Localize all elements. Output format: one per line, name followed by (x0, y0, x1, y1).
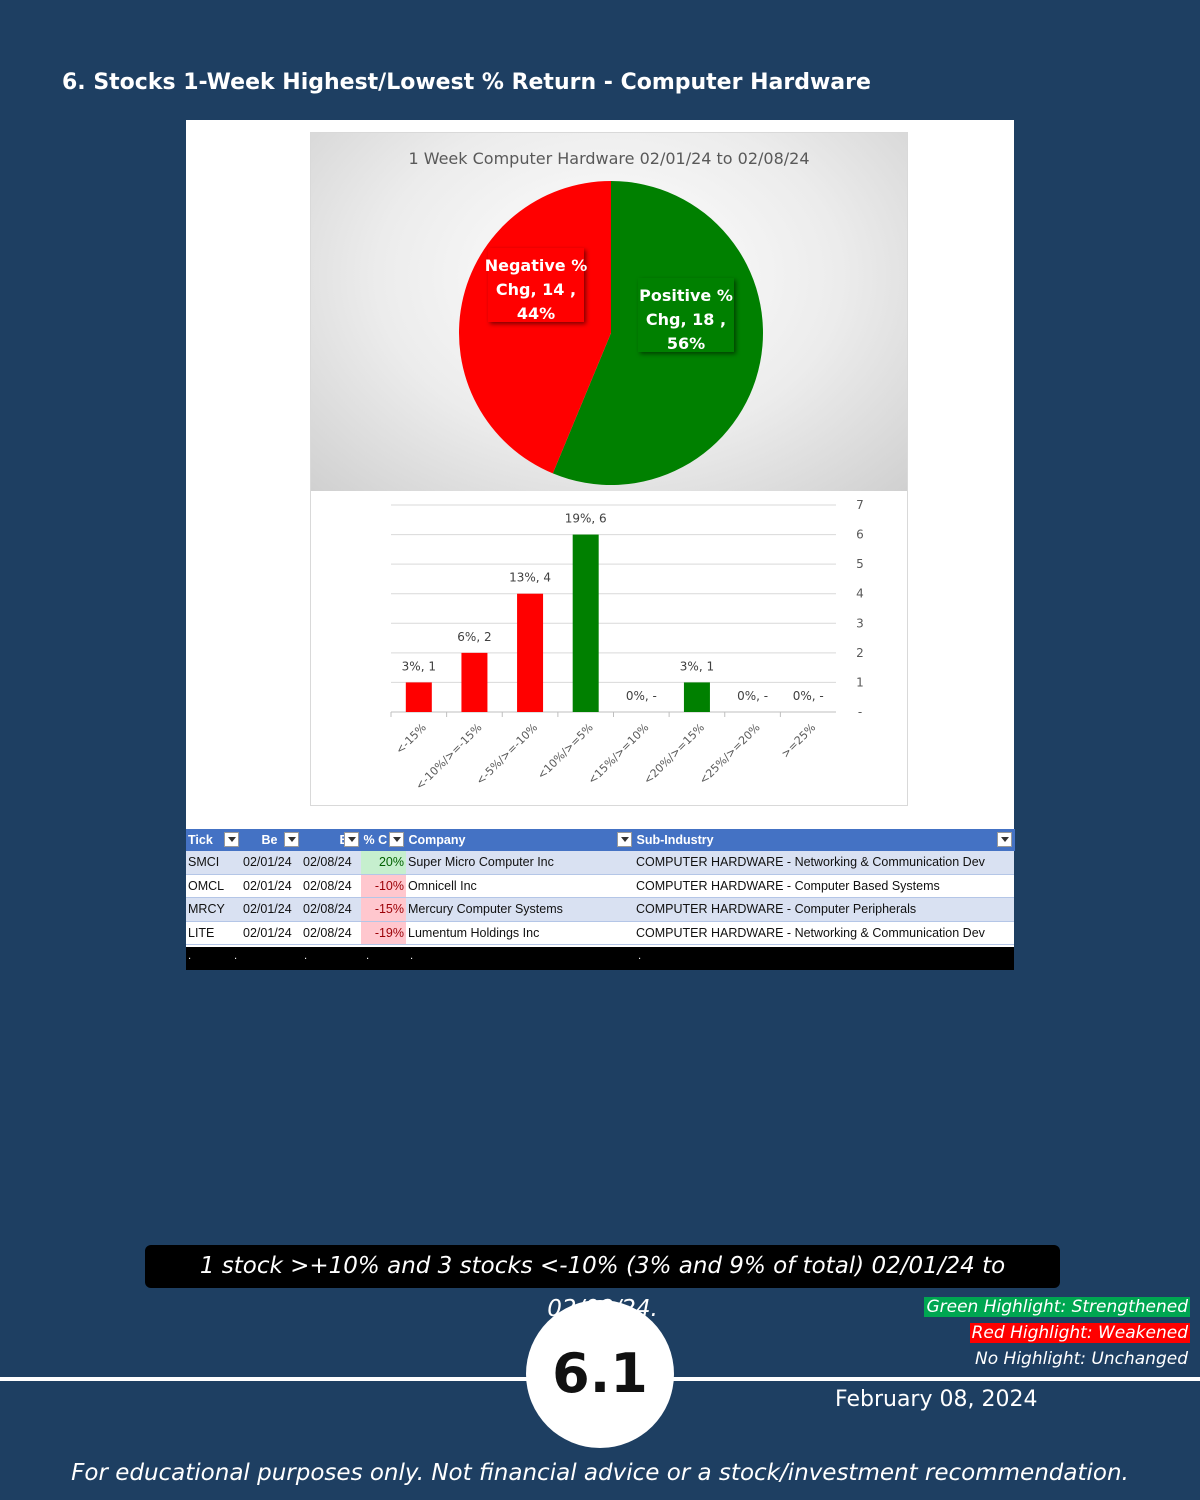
filter-dropdown-icon[interactable] (343, 832, 359, 847)
stocks-table: Tick Be E % C Company Sub-Industry SMCI … (186, 829, 1015, 945)
pie-label-box (488, 248, 584, 322)
cell-company: Lumentum Holdings Inc (406, 921, 634, 945)
bar-data-label: 3%, 1 (402, 659, 436, 673)
chart-frame: 1 Week Computer Hardware 02/01/24 to 02/… (310, 132, 908, 806)
cell-company: Super Micro Computer Inc (406, 851, 634, 875)
pie-data-label: 44% (517, 304, 555, 323)
cell-sub-industry: COMPUTER HARDWARE - Computer Peripherals (634, 897, 1014, 922)
y-tick-label: - (858, 705, 862, 719)
filter-dropdown-icon[interactable] (388, 832, 404, 847)
bar-data-label: 0%, - (737, 689, 768, 703)
bar (517, 593, 544, 712)
pie-data-label: 56% (667, 334, 705, 353)
table-footer-bar: . . . . . . (186, 947, 1014, 970)
cell-ticker: SMCI (186, 851, 241, 875)
footer-dot: . (234, 951, 238, 962)
filter-dropdown-icon[interactable] (283, 832, 299, 847)
header-end: E (301, 829, 362, 851)
footer-dot: . (304, 951, 308, 962)
x-tick-label: <25%/>=20% (697, 721, 763, 787)
header-company: Company (406, 829, 635, 851)
cell-begin: 02/01/24 (241, 851, 301, 875)
y-tick-label: 5 (856, 557, 864, 571)
bar (405, 682, 432, 712)
cell-pct: -19% (361, 921, 406, 945)
cell-sub-industry: COMPUTER HARDWARE - Networking & Communi… (634, 851, 1014, 875)
cell-end: 02/08/24 (301, 851, 361, 875)
bar-data-label: 6%, 2 (457, 630, 491, 644)
x-tick-label: <10%/>=5% (535, 721, 596, 782)
bar-data-label: 13%, 4 (509, 571, 551, 585)
bar-data-label: 0%, - (793, 689, 824, 703)
table-row: SMCI 02/01/24 02/08/24 20% Super Micro C… (186, 851, 1014, 875)
footer-dot: . (366, 951, 370, 962)
filter-dropdown-icon[interactable] (616, 832, 632, 847)
report-date: February 08, 2024 (835, 1387, 1038, 1412)
header-ticker: Tick (186, 829, 242, 851)
cell-begin: 02/01/24 (241, 921, 301, 945)
y-tick-label: 1 (856, 675, 864, 689)
x-tick-label: <-15% (393, 721, 429, 757)
filter-dropdown-icon[interactable] (996, 832, 1012, 847)
page-title: 6. Stocks 1-Week Highest/Lowest % Return… (62, 70, 871, 95)
cell-sub-industry: COMPUTER HARDWARE - Networking & Communi… (634, 921, 1014, 945)
content-panel: 1 Week Computer Hardware 02/01/24 to 02/… (186, 120, 1015, 970)
legend-green-highlight: Green Highlight: Strengthened (924, 1297, 1190, 1317)
cell-end: 02/08/24 (301, 921, 361, 945)
header-pct: % C (361, 829, 407, 851)
bar (461, 652, 488, 712)
page-number-badge: 6.1 (526, 1300, 674, 1448)
legend-no-highlight: No Highlight: Unchanged (975, 1349, 1188, 1369)
bar-data-label: 3%, 1 (680, 659, 714, 673)
table-row: OMCL 02/01/24 02/08/24 -10% Omnicell Inc… (186, 874, 1014, 898)
summary-text: 1 stock >+10% and 3 stocks <-10% (3% and… (145, 1245, 1060, 1322)
footer-dot: . (638, 951, 642, 962)
cell-pct: 20% (361, 851, 406, 875)
cell-pct: -15% (361, 897, 406, 922)
filter-dropdown-icon[interactable] (223, 832, 239, 847)
pie-data-label: Chg, 18 , (646, 310, 726, 329)
cell-ticker: LITE (186, 921, 241, 945)
y-tick-label: 7 (856, 498, 864, 512)
footer-dot: . (188, 951, 192, 962)
cell-ticker: MRCY (186, 897, 241, 922)
y-tick-label: 2 (856, 646, 864, 660)
pie-data-label: Chg, 14 , (496, 280, 576, 299)
pie-data-label: Positive % (639, 286, 733, 305)
cell-company: Mercury Computer Systems (406, 897, 634, 922)
bar (683, 682, 710, 712)
charts-svg: Positive % Chg, 18 , 56% Negative % Chg, 14 … (390, 181, 864, 792)
cell-end: 02/08/24 (301, 874, 361, 898)
pie-label-box (638, 278, 734, 352)
cell-pct: -10% (361, 874, 406, 898)
footer-dot: . (410, 951, 414, 962)
cell-company: Omnicell Inc (406, 874, 634, 898)
x-tick-label: >=25% (779, 721, 819, 761)
cell-sub-industry: COMPUTER HARDWARE - Computer Based Syste… (634, 874, 1014, 898)
cell-ticker: OMCL (186, 874, 241, 898)
cell-end: 02/08/24 (301, 897, 361, 922)
pie-data-label: Negative % (485, 256, 588, 275)
table-row: MRCY 02/01/24 02/08/24 -15% Mercury Comp… (186, 897, 1014, 922)
y-tick-label: 3 (856, 616, 864, 630)
y-tick-label: 4 (856, 587, 864, 601)
cell-begin: 02/01/24 (241, 897, 301, 922)
legend-red-highlight: Red Highlight: Weakened (969, 1323, 1190, 1343)
header-begin: Be (241, 829, 302, 851)
bar-data-label: 19%, 6 (565, 512, 607, 526)
pie-chart-title: 1 Week Computer Hardware 02/01/24 to 02/… (408, 149, 810, 168)
bar (572, 534, 599, 712)
table-row: LITE 02/01/24 02/08/24 -19% Lumentum Hol… (186, 921, 1014, 945)
disclaimer: For educational purposes only. Not finan… (71, 1460, 1129, 1486)
y-tick-label: 6 (856, 528, 864, 542)
bar-data-label: 0%, - (626, 689, 657, 703)
header-sub-industry: Sub-Industry (634, 829, 1015, 851)
cell-begin: 02/01/24 (241, 874, 301, 898)
table-header-row: Tick Be E % C Company Sub-Industry (186, 829, 1015, 851)
